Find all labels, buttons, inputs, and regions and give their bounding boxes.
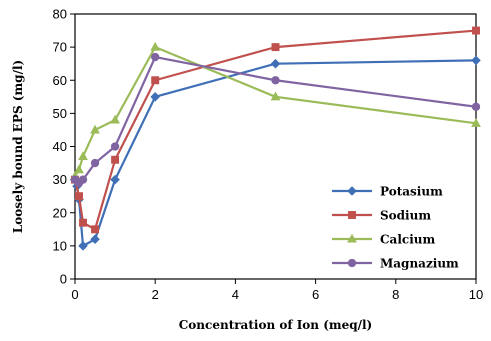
x-tick-label: 6 (312, 287, 319, 302)
data-point (270, 91, 281, 101)
data-point (271, 43, 280, 52)
legend-label: Sodium (380, 209, 431, 223)
legend-item-sodium: Sodium (332, 209, 431, 223)
data-point (471, 102, 481, 111)
data-point (150, 92, 160, 102)
data-point (74, 164, 84, 174)
data-point (270, 58, 281, 69)
series-magnazium (70, 52, 481, 188)
x-axis: 0 2 4 6 8 10 (71, 279, 483, 302)
data-point (75, 192, 83, 201)
data-point (271, 76, 280, 85)
legend: Potasium Sodium Calcium Magnazium (332, 185, 459, 271)
y-tick-label: 0 (60, 272, 67, 287)
data-point (90, 158, 100, 168)
legend-marker (347, 258, 357, 268)
legend-item-calcium: Calcium (332, 233, 435, 247)
x-axis-title: Concentration of Ion (meq/l) (179, 318, 372, 332)
data-point (78, 241, 88, 251)
y-axis-title: Loosely bound EPS (mg/l) (11, 60, 25, 233)
data-point (79, 218, 87, 227)
y-tick-label: 60 (53, 73, 67, 88)
data-point (151, 52, 160, 62)
data-point (78, 151, 88, 160)
data-point (91, 225, 100, 234)
data-point (471, 55, 481, 66)
x-tick-label: 4 (232, 287, 239, 302)
y-tick-label: 80 (53, 7, 67, 22)
data-point (110, 142, 120, 151)
legend-label: Magnazium (380, 257, 459, 271)
data-point (111, 155, 120, 164)
data-point (90, 234, 100, 245)
data-point (151, 76, 160, 85)
legend-label: Potasium (380, 185, 443, 199)
legend-item-potasium: Potasium (332, 185, 443, 199)
series-line (73, 29, 477, 231)
legend-item-magnazium: Magnazium (332, 257, 459, 271)
y-tick-label: 30 (53, 172, 67, 187)
y-axis: 0 10 20 30 40 50 60 70 80 (53, 7, 75, 287)
y-tick-label: 20 (53, 205, 67, 220)
data-point (472, 26, 480, 35)
legend-marker (347, 186, 357, 196)
x-tick-label: 8 (392, 287, 399, 302)
x-tick-label: 2 (152, 287, 159, 302)
x-tick-label: 10 (469, 287, 483, 302)
data-point (110, 174, 120, 185)
data-point (471, 118, 481, 127)
y-tick-label: 70 (53, 40, 67, 55)
y-tick-label: 10 (53, 238, 67, 253)
data-point (78, 175, 88, 184)
series-layer (70, 26, 481, 251)
data-point (90, 124, 100, 134)
legend-marker (348, 211, 356, 219)
x-tick-label: 0 (71, 287, 78, 302)
legend-label: Calcium (380, 233, 435, 247)
y-tick-label: 50 (53, 106, 67, 121)
data-point (150, 41, 161, 51)
series-sodium (71, 26, 480, 234)
y-tick-label: 40 (53, 139, 67, 154)
legend-marker (347, 233, 357, 243)
data-point (110, 114, 120, 124)
